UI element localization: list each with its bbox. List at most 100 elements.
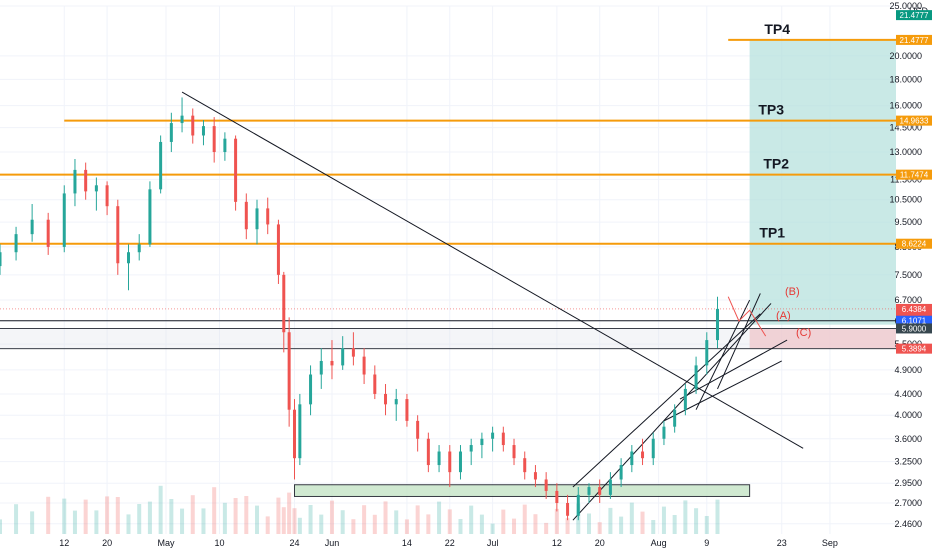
candle-body [458,451,462,473]
volume-bar [340,510,345,534]
level-badge-tp4-text: 21.4777 [900,36,929,45]
volume-bar [479,514,484,534]
wave-labels: (B) (A) (C) [727,286,811,339]
time-tick-label: Sep [822,538,838,548]
current-price-badge-text: 6.4384 [902,305,927,314]
price-tick-label: 25.0000 [889,1,922,11]
price-tick-label: 10.5000 [889,195,922,205]
candle-body [351,348,355,357]
volume-bar [287,492,292,534]
volume-bar [469,505,474,534]
volume-bar [458,519,463,534]
level-badge-tp2-text: 11.7474 [900,171,929,180]
level-badge-tp1 [896,238,932,249]
volume-bar [319,514,324,534]
candle-body [14,234,18,253]
candle-body [137,244,141,253]
support-badge-1 [896,315,932,326]
candle-body [341,348,345,366]
candle-body [212,126,216,153]
candle-body [223,138,227,153]
candle-body [566,502,570,516]
time-tick-label: Jun [325,538,340,548]
candle-body [673,409,677,427]
candle-body [62,193,66,247]
candle-body [201,126,205,136]
candle-body [555,490,559,503]
candle-body [641,451,645,459]
volume-bar [169,499,174,534]
volume-bar [244,496,249,534]
volume-bar [629,502,634,534]
price-axis: USD25.000020.000018.000016.000014.500013… [889,0,932,550]
volume-bar [147,501,152,534]
time-tick-label: 22 [445,538,455,548]
candle-body [127,252,131,264]
channel-lower [572,303,772,521]
candle-body [282,274,286,333]
target-zone [749,39,896,325]
candle-body [191,115,195,136]
volume-bar [683,500,688,534]
volume-bar [62,498,67,534]
price-tick-label: 13.0000 [889,147,922,157]
channel-outer-2 [679,339,788,400]
candle-body [491,432,495,439]
candle-body [416,420,420,439]
price-tick-label: 7.5000 [894,270,922,280]
target-badge-text: 21.4777 [900,11,929,20]
volume-bar [619,516,624,534]
volume-bar [308,505,313,534]
volume-bar [490,523,495,534]
candle-body [255,208,259,230]
volume-bar [276,497,281,534]
volume-bar [362,505,367,534]
candle-body [501,432,505,446]
candle-body [715,308,719,341]
volume-bar [544,522,549,534]
candle-body [448,451,452,473]
candle-body [84,169,88,192]
time-tick-label: 10 [215,538,225,548]
volume-bar [222,502,227,534]
volume-bar [233,498,238,534]
time-axis: 12 20 May 10 24 Jun 14 22 Jul 12 20 Aug 9 23 Sep [59,538,838,548]
volume-bar [83,499,88,534]
stop-zone [749,328,896,349]
volume-bar [640,511,645,534]
price-tick-label: 2.7000 [894,498,922,508]
candle-body [180,115,184,124]
candle-body [309,374,313,405]
candle-body [544,479,548,491]
volume-bar [651,520,656,534]
volume-bar [126,514,131,534]
price-tick-label: 4.0000 [894,410,922,420]
volume-bar [265,516,270,534]
candle-body [169,123,173,142]
volume-bar [297,517,302,534]
price-tick-label: 18.0000 [889,74,922,84]
volume-bar [137,504,142,534]
price-tick-label: 3.2500 [894,457,922,467]
volume-bar [372,514,377,534]
volume-bar [105,496,110,534]
time-tick-label: Jul [487,538,499,548]
time-tick-label: 24 [289,538,299,548]
volume-bars [0,485,720,534]
candle-body [276,224,280,275]
time-tick-label: 9 [704,538,709,548]
volume-bar [512,518,517,534]
level-badge-tp2 [896,169,932,180]
level-label-tp4: TP4 [764,21,790,37]
volume-bar [255,505,260,534]
volume-bar [46,496,51,534]
support-badge-1-text: 6.1071 [902,317,927,326]
volume-bar [0,519,2,534]
volume-bar [533,514,538,534]
price-axis-bg [896,0,932,550]
price-tick-label: 16.0000 [889,101,922,111]
price-tick-label: 2.9500 [894,478,922,488]
candle-body [244,201,248,230]
